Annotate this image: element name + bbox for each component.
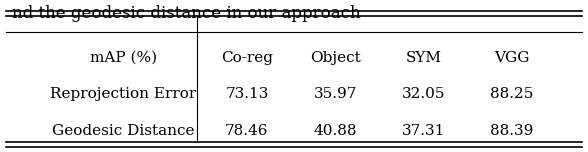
Text: VGG: VGG <box>494 51 529 65</box>
Text: Object: Object <box>310 51 360 65</box>
Text: 73.13: 73.13 <box>225 87 269 101</box>
Text: Geodesic Distance: Geodesic Distance <box>52 124 195 138</box>
Text: 35.97: 35.97 <box>313 87 357 101</box>
Text: 88.25: 88.25 <box>490 87 533 101</box>
Text: Reprojection Error: Reprojection Error <box>51 87 196 101</box>
Text: 40.88: 40.88 <box>313 124 357 138</box>
Text: 78.46: 78.46 <box>225 124 269 138</box>
Text: Co-reg: Co-reg <box>221 51 273 65</box>
Text: nd the geodesic distance in our approach: nd the geodesic distance in our approach <box>12 5 360 22</box>
Text: mAP (%): mAP (%) <box>90 51 157 65</box>
Text: 88.39: 88.39 <box>490 124 533 138</box>
Text: 37.31: 37.31 <box>402 124 445 138</box>
Text: 32.05: 32.05 <box>402 87 445 101</box>
Text: SYM: SYM <box>405 51 442 65</box>
